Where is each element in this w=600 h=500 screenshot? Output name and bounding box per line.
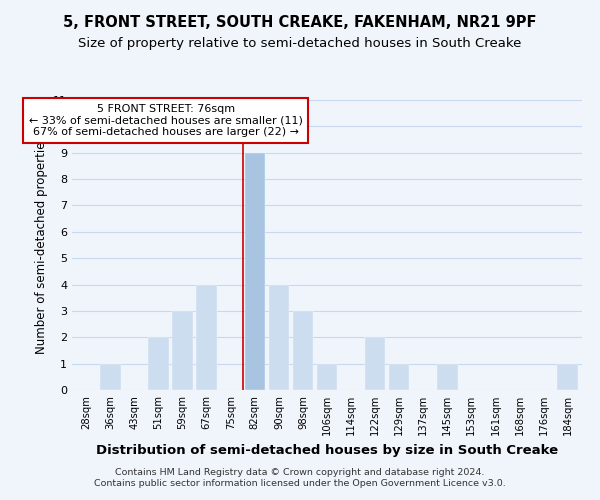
X-axis label: Distribution of semi-detached houses by size in South Creake: Distribution of semi-detached houses by … [96, 444, 558, 456]
Text: 5, FRONT STREET, SOUTH CREAKE, FAKENHAM, NR21 9PF: 5, FRONT STREET, SOUTH CREAKE, FAKENHAM,… [63, 15, 537, 30]
Text: 5 FRONT STREET: 76sqm  
← 33% of semi-detached houses are smaller (11)
67% of se: 5 FRONT STREET: 76sqm ← 33% of semi-deta… [29, 104, 303, 137]
Bar [148, 338, 169, 390]
Bar [100, 364, 121, 390]
Bar [269, 284, 289, 390]
Bar [437, 364, 458, 390]
Bar [196, 284, 217, 390]
Bar [293, 311, 313, 390]
Y-axis label: Number of semi-detached properties: Number of semi-detached properties [35, 136, 47, 354]
Bar [365, 338, 385, 390]
Bar [389, 364, 409, 390]
Bar [317, 364, 337, 390]
Bar [557, 364, 578, 390]
Bar [172, 311, 193, 390]
Text: Size of property relative to semi-detached houses in South Creake: Size of property relative to semi-detach… [79, 38, 521, 51]
Bar [245, 152, 265, 390]
Text: Contains HM Land Registry data © Crown copyright and database right 2024.
Contai: Contains HM Land Registry data © Crown c… [94, 468, 506, 487]
